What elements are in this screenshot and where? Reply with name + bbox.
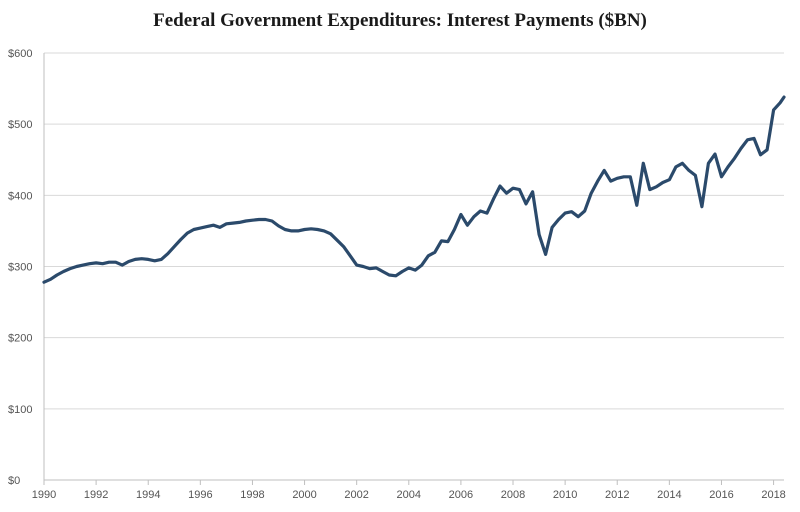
y-tick-label: $500 <box>8 119 32 131</box>
y-axis-ticks: $0 $100 $200 $300 $400 $500 $600 <box>8 48 32 487</box>
x-tick-label: 2004 <box>397 489 421 501</box>
x-tick-label: 2000 <box>292 489 316 501</box>
x-tick-label: 2018 <box>761 489 785 501</box>
y-tick-label: $0 <box>8 475 20 487</box>
x-tick-label: 1998 <box>240 489 264 501</box>
x-tick-label: 2008 <box>501 489 525 501</box>
x-tick-label: 1996 <box>188 489 212 501</box>
axes <box>43 53 784 481</box>
y-tick-label: $600 <box>8 48 32 60</box>
chart-title: Federal Government Expenditures: Interes… <box>153 10 647 31</box>
x-tick-label: 2002 <box>344 489 368 501</box>
x-axis-ticks: 1990 1992 1994 1996 1998 2000 2002 2004 2006 2008… <box>32 480 786 501</box>
series-layer <box>42 95 786 284</box>
x-tick-label: 1990 <box>32 489 56 501</box>
y-tick-label: $300 <box>8 262 32 274</box>
x-tick-label: 2012 <box>605 489 629 501</box>
grid-lines <box>44 52 784 410</box>
x-tick-label: 2016 <box>709 489 733 501</box>
x-tick-label: 1992 <box>84 489 108 501</box>
x-tick-label: 2010 <box>553 489 577 501</box>
x-tick-label: 2014 <box>657 489 681 501</box>
series-line <box>42 95 786 284</box>
y-tick-label: $100 <box>8 404 32 416</box>
x-tick-label: 1994 <box>136 489 160 501</box>
y-tick-label: $400 <box>8 190 32 202</box>
x-tick-label: 2006 <box>449 489 473 501</box>
y-tick-label: $200 <box>8 333 32 345</box>
